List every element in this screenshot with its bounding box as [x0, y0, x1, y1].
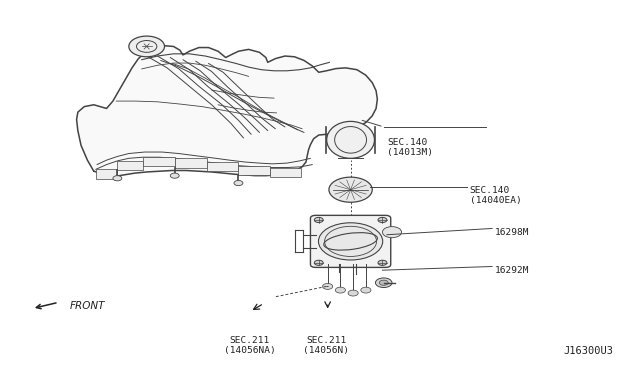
Circle shape: [129, 36, 164, 57]
Text: SEC.140
(14040EA): SEC.140 (14040EA): [470, 186, 522, 205]
Text: SEC.211
(14056NA): SEC.211 (14056NA): [224, 336, 276, 355]
Circle shape: [323, 283, 333, 289]
Circle shape: [361, 287, 371, 293]
Circle shape: [378, 217, 387, 222]
Polygon shape: [175, 158, 207, 167]
Text: J16300U3: J16300U3: [563, 346, 613, 356]
Polygon shape: [207, 162, 239, 171]
Circle shape: [383, 227, 401, 238]
Text: SEC.211
(14056N): SEC.211 (14056N): [303, 336, 349, 355]
Circle shape: [380, 280, 388, 285]
FancyBboxPatch shape: [310, 215, 391, 267]
Circle shape: [329, 177, 372, 202]
Text: SEC.140
(14013M): SEC.140 (14013M): [387, 138, 433, 157]
Circle shape: [348, 290, 358, 296]
Polygon shape: [96, 169, 117, 179]
Circle shape: [314, 260, 323, 265]
Text: 16292M: 16292M: [495, 266, 530, 275]
Circle shape: [319, 223, 383, 260]
Polygon shape: [117, 161, 143, 170]
Ellipse shape: [326, 121, 374, 158]
Circle shape: [170, 173, 179, 178]
Polygon shape: [143, 157, 175, 166]
Circle shape: [113, 176, 122, 181]
Polygon shape: [239, 166, 270, 175]
Polygon shape: [77, 46, 378, 177]
Circle shape: [314, 217, 323, 222]
Circle shape: [378, 260, 387, 265]
Circle shape: [234, 180, 243, 186]
Text: FRONT: FRONT: [70, 301, 106, 311]
Polygon shape: [270, 167, 301, 177]
Text: 16298M: 16298M: [495, 228, 530, 237]
Circle shape: [376, 278, 392, 288]
Circle shape: [335, 287, 346, 293]
